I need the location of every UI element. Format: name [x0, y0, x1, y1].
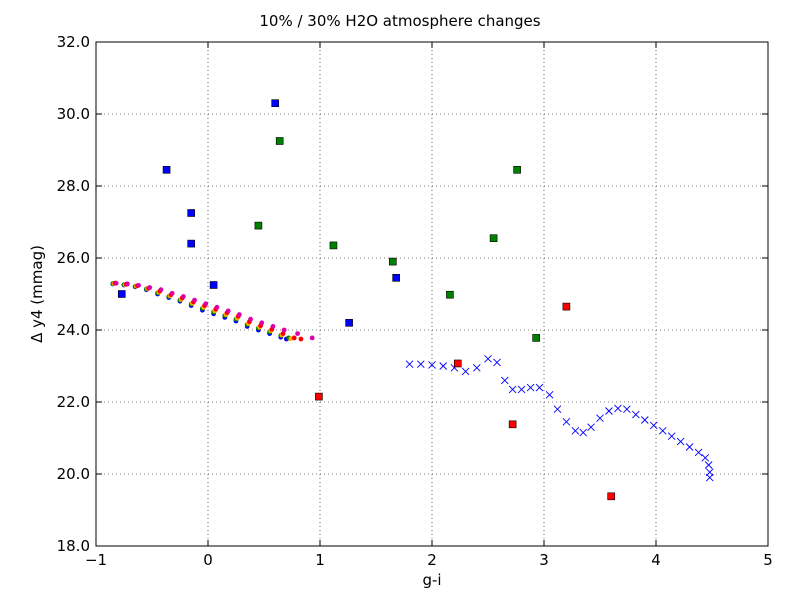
x-tick-label: −1 [85, 551, 107, 569]
x-point [545, 390, 554, 399]
square-point [315, 392, 323, 401]
y-tick-label: 24.0 [57, 321, 90, 339]
dot-point [291, 335, 297, 341]
dot-point [298, 336, 304, 342]
y-axis-label: Δ y4 (mmag) [28, 245, 46, 343]
square-point [275, 137, 284, 145]
x-point [526, 383, 535, 392]
x-point [623, 405, 631, 414]
x-point [694, 448, 703, 457]
x-point [493, 358, 501, 367]
x-point [685, 443, 694, 451]
dot-point [214, 304, 220, 310]
x-point [500, 376, 509, 385]
square-point [345, 318, 353, 327]
square-point [329, 241, 338, 250]
x-point [579, 428, 588, 437]
x-tick-label: 1 [315, 551, 325, 569]
x-tick-label: 3 [539, 551, 549, 569]
y-tick-label: 18.0 [57, 537, 90, 555]
dot-point [147, 285, 153, 290]
x-point [535, 383, 544, 392]
dot-point [270, 324, 276, 329]
x-point [571, 426, 580, 435]
square-point [446, 290, 454, 299]
square-point [562, 302, 571, 311]
x-point [658, 426, 667, 435]
x-point [632, 410, 640, 419]
dot-point [248, 316, 253, 322]
square-point [187, 239, 195, 248]
dot-point [236, 312, 242, 317]
square-point [162, 166, 171, 174]
x-point [461, 367, 470, 376]
x-point [667, 432, 676, 441]
x-point [605, 407, 613, 415]
x-point [553, 405, 562, 414]
grid [96, 42, 768, 546]
y-tick-label: 28.0 [57, 177, 90, 195]
square-point [489, 234, 498, 242]
x-point [587, 423, 595, 432]
square-point [513, 166, 521, 174]
x-point [484, 354, 492, 363]
square-point [388, 257, 397, 266]
dot-point [203, 301, 209, 307]
x-point [701, 453, 710, 462]
dot-point [259, 320, 265, 326]
square-point [607, 492, 616, 501]
x-point [676, 437, 685, 446]
dot-point [280, 331, 286, 336]
square-point [532, 334, 540, 342]
x-tick-label: 2 [427, 551, 437, 569]
x-point [596, 414, 604, 423]
square-point [254, 221, 263, 230]
x-point [704, 461, 713, 469]
square-point [187, 209, 195, 217]
dot-point [192, 297, 197, 303]
square-point [271, 99, 280, 107]
dot-point [180, 294, 186, 299]
dot-point [158, 287, 164, 293]
dot-point [136, 282, 141, 288]
ticks: −1 0 1 2 3 4 5 18.0 20.0 22.0 24.0 26.0 28.0 30.0 32.0 [57, 33, 773, 569]
x-point [439, 362, 448, 370]
x-axis-label: g-i [422, 571, 441, 589]
dot-point [124, 281, 130, 287]
x-point [428, 361, 436, 369]
y-tick-label: 26.0 [57, 249, 90, 267]
x-point [614, 404, 622, 413]
square-point [453, 359, 462, 368]
data-marks [110, 99, 714, 501]
dot-point [281, 327, 287, 333]
x-tick-label: 5 [763, 551, 773, 569]
x-point [705, 473, 714, 482]
x-point [649, 421, 658, 430]
x-point [508, 385, 517, 394]
y-tick-label: 30.0 [57, 105, 90, 123]
x-point [705, 468, 714, 477]
dot-point [309, 335, 315, 341]
square-point [209, 281, 218, 289]
dot-point [169, 290, 175, 296]
x-tick-label: 4 [651, 551, 661, 569]
dot-point [225, 308, 231, 314]
dot-point [295, 331, 300, 336]
y-tick-label: 20.0 [57, 465, 90, 483]
x-point [416, 360, 425, 369]
x-tick-label: 0 [203, 551, 213, 569]
square-point [508, 420, 517, 429]
y-tick-label: 32.0 [57, 33, 90, 51]
chart-title: 10% / 30% H2O atmosphere changes [259, 12, 540, 30]
x-point [562, 417, 571, 426]
x-point [640, 416, 649, 424]
x-point [472, 363, 481, 372]
y-tick-label: 22.0 [57, 393, 90, 411]
square-point [392, 273, 400, 282]
dot-point [113, 280, 119, 286]
x-point [405, 360, 414, 369]
square-point [117, 290, 126, 298]
x-point [517, 385, 526, 394]
